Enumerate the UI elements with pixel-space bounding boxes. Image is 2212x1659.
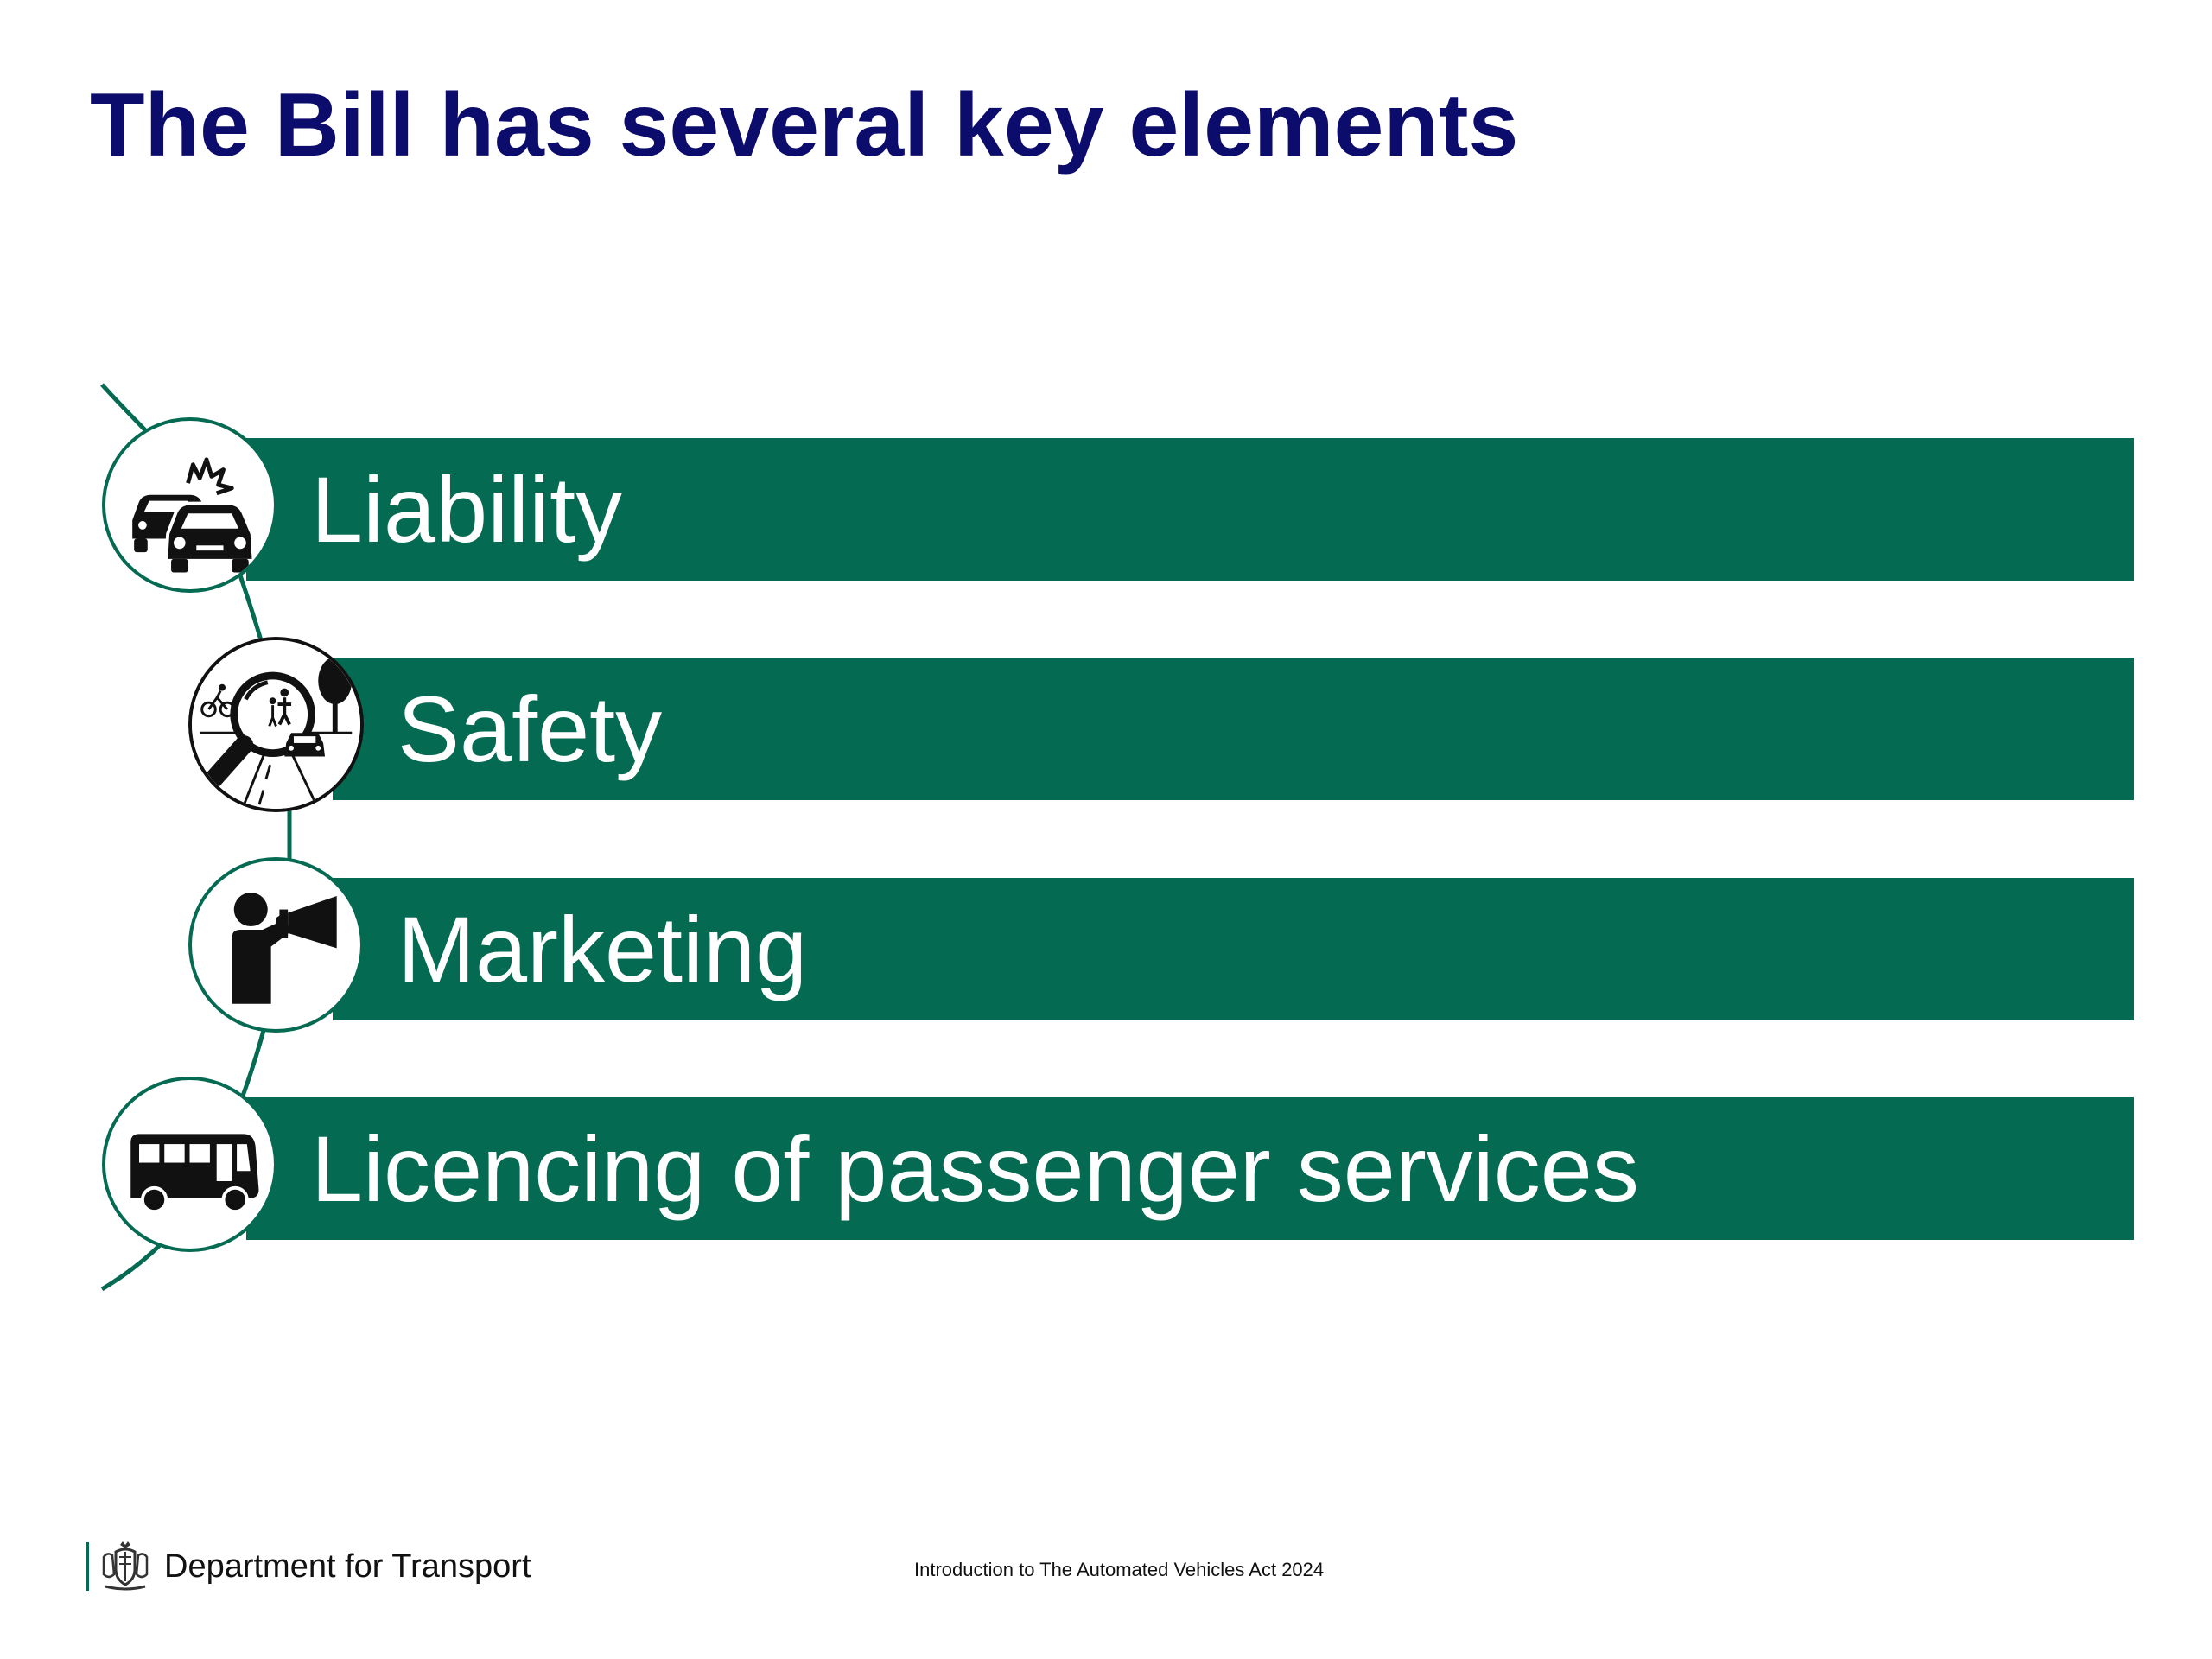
element-label-liability: Liability bbox=[311, 457, 623, 562]
royal-crest-icon bbox=[102, 1541, 149, 1591]
element-label-safety: Safety bbox=[397, 677, 663, 781]
footer-divider bbox=[86, 1542, 89, 1591]
element-bar-safety: Safety bbox=[333, 658, 2134, 800]
slide-title: The Bill has several key elements bbox=[90, 75, 1519, 175]
element-bar-licencing: Licencing of passenger services bbox=[246, 1097, 2134, 1240]
road-inspection-magnifier-icon bbox=[188, 637, 364, 812]
car-collision-icon bbox=[102, 417, 277, 593]
element-bar-marketing: Marketing bbox=[333, 878, 2134, 1020]
element-label-licencing: Licencing of passenger services bbox=[311, 1116, 1639, 1221]
department-name: Department for Transport bbox=[164, 1548, 531, 1585]
megaphone-person-icon bbox=[188, 857, 364, 1033]
element-label-marketing: Marketing bbox=[397, 897, 808, 1001]
element-bar-liability: Liability bbox=[246, 438, 2134, 581]
bus-icon bbox=[102, 1077, 277, 1252]
footer-caption: Introduction to The Automated Vehicles A… bbox=[914, 1559, 1325, 1580]
